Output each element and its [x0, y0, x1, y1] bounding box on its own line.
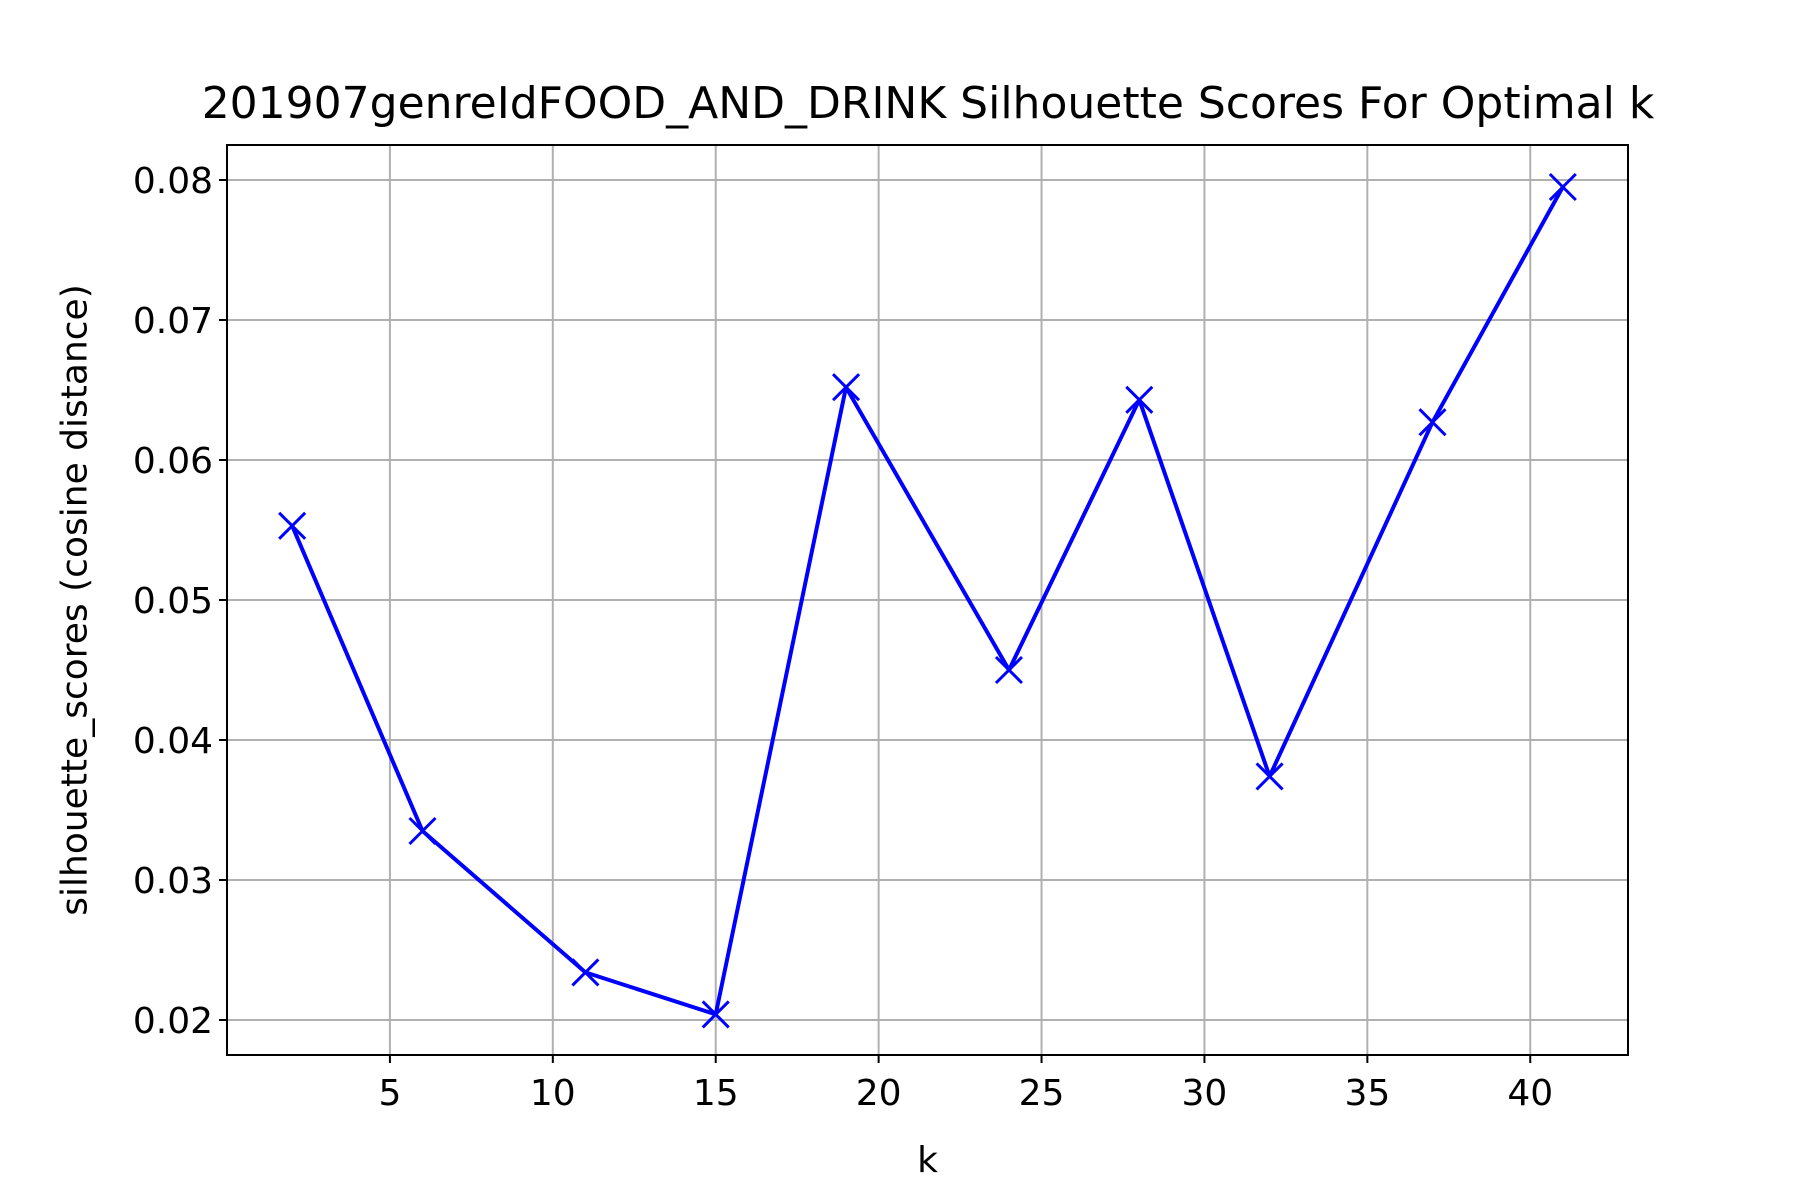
x-axis-label: k [917, 1140, 938, 1181]
x-tick-label: 35 [1344, 1073, 1390, 1114]
data-point-marker [1418, 408, 1447, 437]
x-axis-ticks: 5 10 15 20 25 30 35 40 [378, 1055, 1553, 1114]
y-tick-label: 0.03 [133, 861, 213, 902]
data-point-marker [1125, 385, 1154, 414]
y-axis-ticks: 0.02 0.03 0.04 0.05 0.06 0.07 0.08 [133, 161, 227, 1042]
x-tick-label: 20 [856, 1073, 902, 1114]
data-point-marker [701, 1000, 730, 1029]
y-tick-label: 0.08 [133, 161, 213, 202]
y-axis-label: silhouette_scores (cosine distance) [55, 284, 96, 916]
series-line [290, 186, 1565, 1017]
y-tick-label: 0.06 [133, 441, 213, 482]
x-tick-label: 40 [1507, 1073, 1553, 1114]
x-tick-label: 5 [378, 1073, 401, 1114]
y-tick-label: 0.05 [133, 581, 213, 622]
data-series [278, 172, 1577, 1029]
data-point-marker [1255, 762, 1284, 791]
data-point-marker [1548, 172, 1577, 202]
y-tick-label: 0.07 [133, 301, 213, 342]
data-point-marker [571, 958, 600, 987]
data-point-marker [278, 511, 307, 540]
data-point-marker [831, 373, 861, 402]
x-tick-label: 30 [1182, 1073, 1228, 1114]
y-tick-label: 0.04 [133, 721, 213, 762]
x-tick-label: 25 [1019, 1073, 1065, 1114]
grid [227, 145, 1628, 1055]
chart-title: 201907genreIdFOOD_AND_DRINK Silhouette S… [202, 78, 1655, 129]
data-point-marker [408, 816, 437, 846]
data-point-marker [994, 655, 1024, 685]
y-tick-label: 0.02 [133, 1001, 213, 1042]
x-tick-label: 15 [693, 1073, 739, 1114]
x-tick-label: 10 [530, 1073, 576, 1114]
